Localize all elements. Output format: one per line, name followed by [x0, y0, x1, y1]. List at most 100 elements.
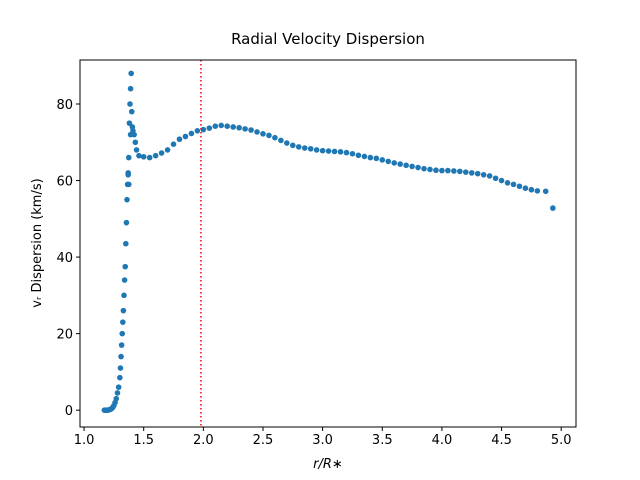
- point: [272, 134, 278, 141]
- point: [132, 139, 139, 146]
- point: [439, 167, 445, 174]
- point: [115, 384, 122, 391]
- point: [164, 147, 171, 153]
- point: [498, 177, 505, 184]
- point: [451, 168, 457, 174]
- point: [242, 126, 248, 132]
- point: [118, 353, 124, 360]
- x-tick-label: 4.0: [432, 433, 453, 448]
- point: [128, 70, 134, 77]
- point: [254, 129, 260, 135]
- chart-title: Radial Velocity Dispersion: [231, 30, 425, 48]
- point: [136, 152, 142, 159]
- point: [248, 127, 254, 133]
- point: [140, 154, 147, 160]
- point: [331, 148, 338, 155]
- point: [433, 167, 439, 174]
- point: [385, 158, 392, 165]
- point: [113, 395, 120, 402]
- point: [534, 188, 541, 194]
- point: [337, 149, 344, 155]
- point: [122, 263, 129, 270]
- point: [290, 142, 296, 149]
- point: [117, 374, 123, 381]
- point: [343, 149, 350, 156]
- point: [367, 154, 374, 161]
- point: [170, 141, 177, 147]
- point: [486, 173, 493, 179]
- point: [127, 85, 134, 92]
- point: [427, 166, 433, 173]
- point: [445, 167, 451, 174]
- point: [118, 342, 125, 348]
- x-tick-label: 4.5: [491, 433, 512, 448]
- point: [522, 185, 529, 192]
- y-tick-label: 80: [56, 98, 73, 113]
- point: [379, 157, 386, 163]
- point: [114, 390, 121, 396]
- point: [133, 147, 140, 153]
- point: [218, 122, 225, 129]
- point: [301, 145, 308, 151]
- point: [123, 240, 129, 247]
- x-tick-label: 3.5: [372, 433, 393, 448]
- point: [119, 330, 126, 337]
- point: [421, 165, 427, 172]
- point: [510, 181, 517, 188]
- point: [462, 169, 469, 175]
- point: [125, 181, 132, 188]
- point: [124, 196, 130, 203]
- x-tick-label: 2.5: [253, 433, 274, 448]
- point: [474, 170, 481, 177]
- point: [120, 307, 127, 314]
- x-tick-label: 2.0: [193, 433, 214, 448]
- point: [457, 168, 463, 175]
- point: [131, 131, 137, 138]
- point: [516, 183, 523, 190]
- point: [123, 219, 130, 226]
- y-axis-label: vᵣ Dispersion (km/s): [30, 178, 45, 307]
- point: [260, 131, 266, 137]
- point: [349, 150, 356, 157]
- point: [127, 101, 133, 107]
- point: [295, 144, 302, 150]
- point: [504, 180, 511, 186]
- x-axis-label: r/R∗: [313, 457, 343, 472]
- point: [325, 148, 332, 154]
- x-tick-label: 3.0: [312, 433, 333, 448]
- point: [313, 147, 320, 153]
- point: [550, 205, 556, 211]
- x-tick-label: 1.0: [74, 433, 95, 448]
- point: [125, 172, 131, 178]
- point: [409, 163, 415, 170]
- point: [278, 137, 284, 144]
- point: [125, 154, 132, 161]
- y-tick-label: 60: [56, 175, 73, 190]
- y-tick-label: 0: [65, 404, 73, 419]
- point: [361, 153, 368, 160]
- point: [212, 123, 219, 130]
- point: [152, 152, 159, 159]
- point: [126, 120, 133, 126]
- point: [415, 164, 421, 171]
- point: [492, 175, 499, 182]
- point: [542, 188, 549, 195]
- point: [117, 365, 124, 371]
- point: [391, 160, 398, 166]
- point: [266, 132, 272, 139]
- point: [468, 170, 475, 176]
- point: [182, 133, 189, 140]
- point: [236, 124, 242, 131]
- point: [397, 161, 403, 167]
- y-tick-label: 40: [56, 251, 73, 266]
- point: [188, 130, 195, 137]
- point: [121, 277, 128, 283]
- point: [200, 126, 207, 133]
- point: [128, 108, 135, 115]
- point: [373, 155, 380, 162]
- point: [176, 136, 183, 143]
- y-tick-label: 20: [56, 328, 73, 343]
- point: [230, 124, 236, 130]
- point: [121, 292, 127, 299]
